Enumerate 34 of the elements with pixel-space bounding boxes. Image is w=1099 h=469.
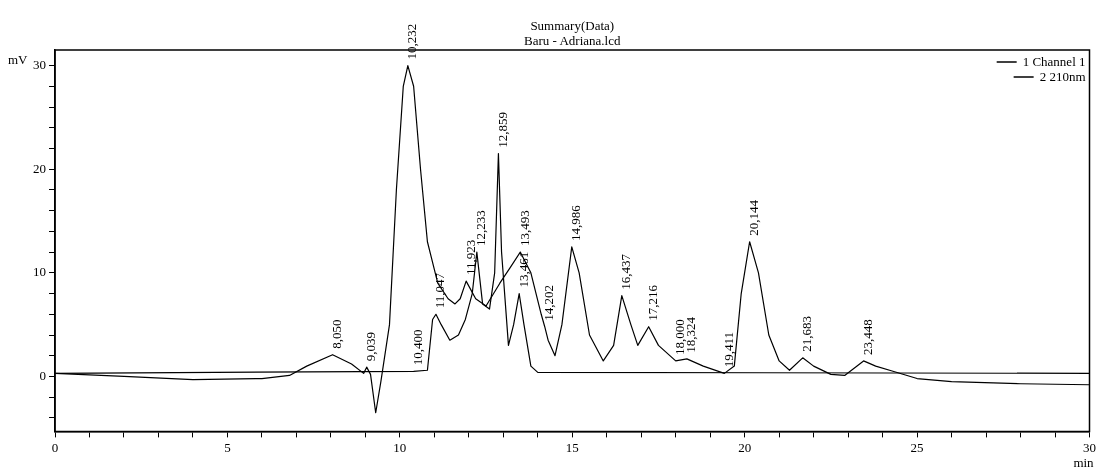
annotation: 10,400 <box>410 329 426 366</box>
annotation: 23,448 <box>859 319 875 355</box>
y-tick-label: 30 <box>33 56 46 72</box>
annotation: 20,144 <box>746 199 762 236</box>
legend-label: 1 Channel 1 <box>1022 54 1086 69</box>
annotation: 10,232 <box>404 23 420 60</box>
annotation: 13,493 <box>516 210 532 247</box>
annotation: 11,923 <box>462 239 478 276</box>
x-axis-title: min <box>1073 455 1095 469</box>
annotation: 21,683 <box>799 316 815 352</box>
annotation: 8,050 <box>329 319 345 349</box>
annotation: 19,411 <box>720 332 736 368</box>
annotation: 14,202 <box>541 284 557 321</box>
annotation: 11,047 <box>432 272 448 309</box>
x-tick-label: 30 <box>1083 439 1096 455</box>
annotation: 9,039 <box>363 331 379 362</box>
y-tick-label: 0 <box>39 367 46 383</box>
x-tick-label: 15 <box>565 439 579 455</box>
chart-subtitle: Baru - Adriana.lcd <box>524 33 621 48</box>
legend-label: 2 210nm <box>1039 69 1086 84</box>
y-tick-label: 20 <box>33 160 46 176</box>
x-tick-label: 0 <box>51 439 59 455</box>
annotation: 14,986 <box>568 204 584 241</box>
annotation: 12,859 <box>494 111 510 148</box>
annotation: 17,216 <box>645 284 661 321</box>
chart-title: Summary(Data) <box>530 18 615 33</box>
annotation: 13,461 <box>515 251 531 288</box>
x-tick-label: 10 <box>393 439 407 455</box>
y-tick-label: 10 <box>33 264 46 280</box>
y-axis-title: mV <box>8 51 29 67</box>
x-tick-label: 5 <box>224 439 231 455</box>
annotation: 16,437 <box>618 253 634 290</box>
x-tick-label: 25 <box>910 439 924 455</box>
x-tick-label: 20 <box>738 439 752 455</box>
